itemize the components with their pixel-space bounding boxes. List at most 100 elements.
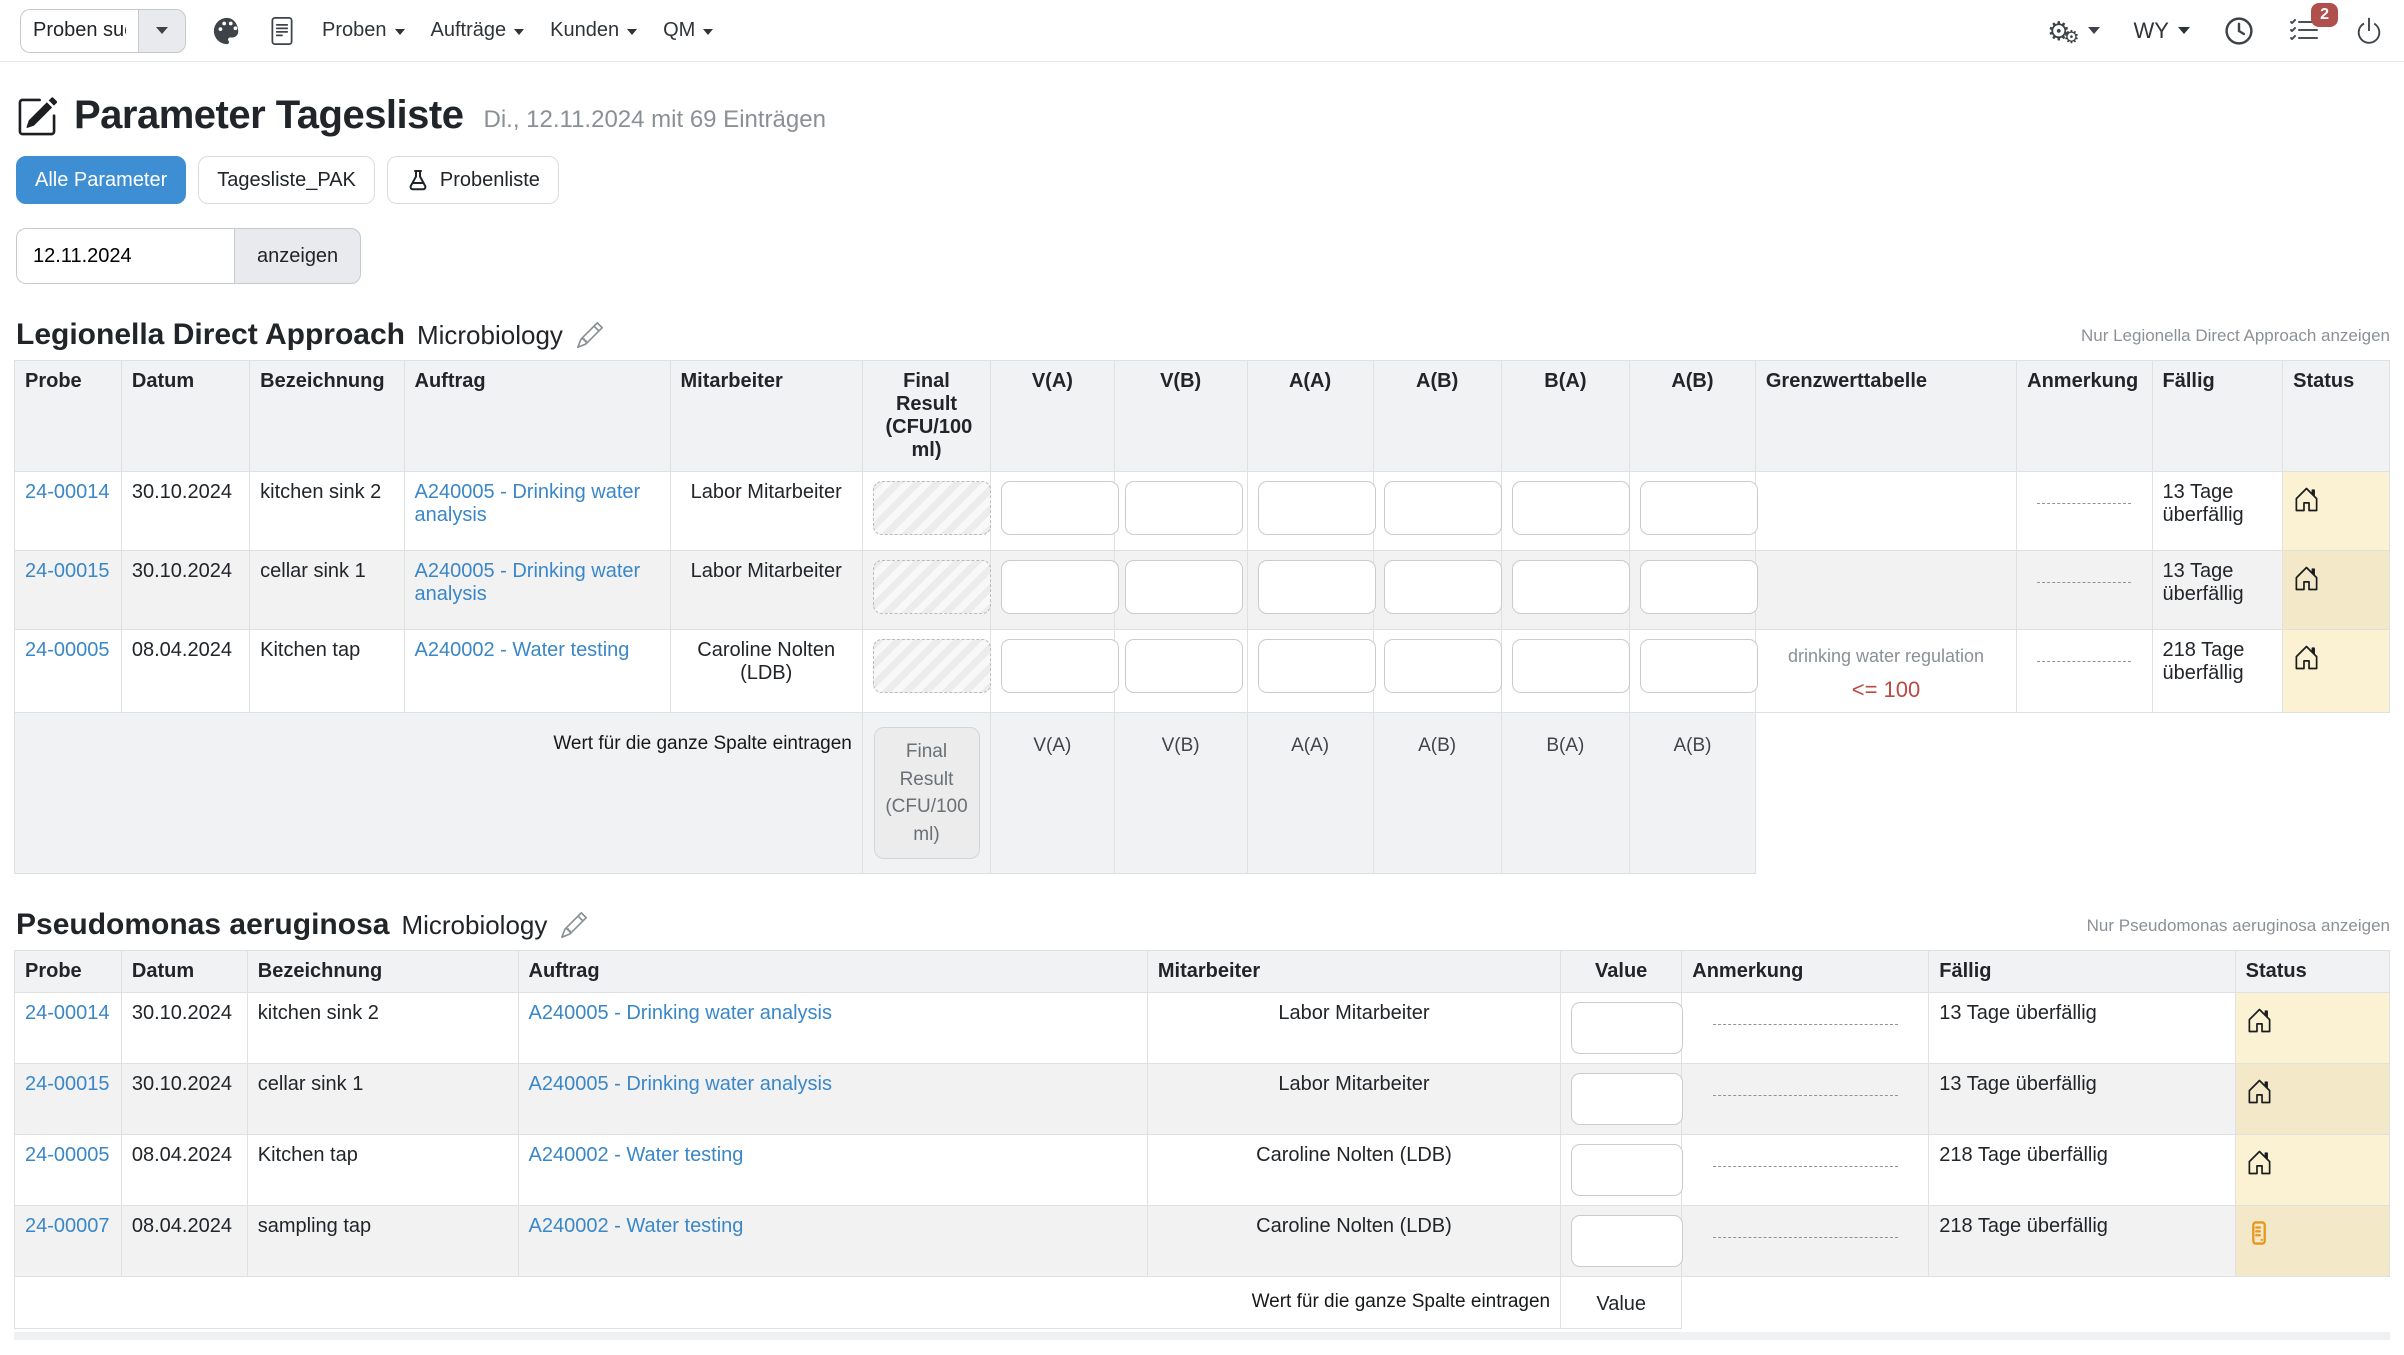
probe-link[interactable]: 24-00005 bbox=[25, 639, 110, 661]
anzeigen-button[interactable]: anzeigen bbox=[234, 228, 362, 284]
menu-qm[interactable]: QM bbox=[663, 19, 714, 42]
col-ab2: A(B) bbox=[1629, 360, 1756, 472]
filter-only-legionella-link[interactable]: Nur Legionella Direct Approach anzeigen bbox=[2080, 326, 2390, 345]
edit-title-icon[interactable] bbox=[16, 96, 58, 138]
anmerkung-field[interactable] bbox=[2037, 661, 2132, 662]
value-input[interactable] bbox=[1571, 1002, 1684, 1055]
anmerkung-field[interactable] bbox=[1712, 1024, 1898, 1026]
ba-input[interactable] bbox=[1511, 481, 1630, 535]
auftrag-link[interactable]: A240002 - Water testing bbox=[414, 639, 630, 661]
power-icon[interactable] bbox=[2354, 16, 2384, 46]
auftrag-link[interactable]: A240002 - Water testing bbox=[528, 1215, 744, 1238]
probe-link[interactable]: 24-00015 bbox=[25, 1073, 110, 1096]
ba-input[interactable] bbox=[1511, 560, 1630, 614]
menu-auftraege-label: Aufträge bbox=[430, 19, 507, 41]
ab-input[interactable] bbox=[1383, 481, 1502, 535]
value-input[interactable] bbox=[1571, 1073, 1684, 1126]
probe-link[interactable]: 24-00014 bbox=[25, 1002, 110, 1025]
status-cell[interactable] bbox=[2234, 992, 2391, 1065]
apply-ab-column-button[interactable]: A(B) bbox=[1418, 735, 1457, 756]
apply-va-column-button[interactable]: V(A) bbox=[1033, 735, 1072, 756]
tasks-checklist-icon[interactable]: 2 bbox=[2288, 2, 2338, 47]
auftrag-link[interactable]: A240005 - Drinking water analysis bbox=[414, 560, 641, 605]
faellig-cell: 218 Tage überfällig bbox=[1928, 1134, 2236, 1207]
palette-icon[interactable] bbox=[212, 16, 242, 46]
pencil-icon[interactable] bbox=[561, 912, 588, 939]
final-result-input-disabled bbox=[872, 560, 991, 614]
probe-link[interactable]: 24-00005 bbox=[25, 1144, 110, 1167]
value-input[interactable] bbox=[1571, 1215, 1684, 1268]
anmerkung-field[interactable] bbox=[1712, 1166, 1898, 1168]
probe-link[interactable]: 24-00015 bbox=[25, 560, 110, 582]
status-cell[interactable] bbox=[2234, 1134, 2391, 1207]
ab2-input[interactable] bbox=[1640, 639, 1758, 693]
apply-value-column-button[interactable]: Value bbox=[1560, 1276, 1683, 1330]
auftrag-link[interactable]: A240002 - Water testing bbox=[528, 1144, 744, 1167]
clock-icon[interactable] bbox=[2224, 16, 2254, 46]
anmerkung-field[interactable] bbox=[1712, 1095, 1898, 1097]
value-input[interactable] bbox=[1571, 1144, 1684, 1197]
tab-alle-parameter[interactable]: Alle Parameter bbox=[16, 156, 187, 204]
user-menu[interactable]: WY bbox=[2134, 18, 2190, 44]
status-cell[interactable] bbox=[2282, 629, 2390, 713]
gear-icon: ⚙ bbox=[2063, 26, 2080, 47]
caret-down-icon bbox=[514, 29, 525, 35]
tasks-badge: 2 bbox=[2311, 2, 2338, 28]
status-cell[interactable] bbox=[2234, 1063, 2391, 1136]
datum-cell: 08.04.2024 bbox=[120, 1205, 248, 1278]
parameter-name: Pseudomonas aeruginosa bbox=[16, 908, 390, 942]
ab2-input[interactable] bbox=[1640, 560, 1758, 614]
va-input[interactable] bbox=[1001, 560, 1120, 614]
apply-ba-column-button[interactable]: B(A) bbox=[1546, 735, 1585, 756]
va-input[interactable] bbox=[1001, 481, 1120, 535]
tab-tagesliste-pak[interactable]: Tagesliste_PAK bbox=[198, 156, 375, 204]
col-probe: Probe bbox=[14, 360, 122, 472]
apply-ab2-column-button[interactable]: A(B) bbox=[1673, 735, 1712, 756]
search-dropdown-button[interactable] bbox=[138, 8, 186, 53]
probe-link[interactable]: 24-00007 bbox=[25, 1215, 110, 1238]
vb-input[interactable] bbox=[1124, 639, 1243, 693]
apply-vb-column-button[interactable]: V(B) bbox=[1161, 735, 1200, 756]
pencil-icon[interactable] bbox=[576, 322, 603, 348]
ab2-input[interactable] bbox=[1640, 481, 1758, 535]
anmerkung-field[interactable] bbox=[1712, 1237, 1898, 1239]
filter-only-pseudomonas-link[interactable]: Nur Pseudomonas aeruginosa anzeigen bbox=[2086, 916, 2390, 936]
anmerkung-field[interactable] bbox=[2037, 582, 2132, 583]
faellig-cell: 13 Tage überfällig bbox=[2151, 471, 2284, 551]
probe-link[interactable]: 24-00014 bbox=[25, 481, 110, 503]
auftrag-link[interactable]: A240005 - Drinking water analysis bbox=[414, 481, 641, 526]
menu-kunden[interactable]: Kunden bbox=[550, 19, 638, 42]
aa-input[interactable] bbox=[1257, 560, 1376, 614]
col-aa: A(A) bbox=[1246, 360, 1374, 472]
vb-input[interactable] bbox=[1124, 560, 1243, 614]
auftrag-link[interactable]: A240005 - Drinking water analysis bbox=[528, 1073, 833, 1096]
vb-input[interactable] bbox=[1124, 481, 1243, 535]
apply-aa-column-button[interactable]: A(A) bbox=[1291, 735, 1330, 756]
auftrag-link[interactable]: A240005 - Drinking water analysis bbox=[528, 1002, 833, 1025]
aa-input[interactable] bbox=[1257, 639, 1376, 693]
ab-input[interactable] bbox=[1383, 639, 1502, 693]
home-icon bbox=[2246, 1149, 2379, 1176]
tab-probenliste[interactable]: Probenliste bbox=[386, 156, 559, 204]
apply-final-result-column-button[interactable]: Final Result (CFU/100 ml) bbox=[873, 727, 980, 860]
faellig-cell: 218 Tage überfällig bbox=[1928, 1205, 2236, 1278]
aa-input[interactable] bbox=[1257, 481, 1376, 535]
status-cell[interactable] bbox=[2234, 1205, 2391, 1278]
status-cell[interactable] bbox=[2282, 550, 2390, 630]
ba-input[interactable] bbox=[1511, 639, 1630, 693]
col-faellig: Fällig bbox=[2151, 360, 2284, 472]
sample-search-input[interactable] bbox=[20, 8, 138, 53]
faellig-cell: 13 Tage überfällig bbox=[1928, 992, 2236, 1065]
settings-menu[interactable]: ⚙ ⚙ bbox=[2047, 16, 2100, 47]
menu-proben[interactable]: Proben bbox=[322, 19, 405, 42]
va-input[interactable] bbox=[1001, 639, 1120, 693]
col-va: V(A) bbox=[990, 360, 1115, 472]
date-input[interactable] bbox=[16, 228, 234, 284]
document-icon[interactable] bbox=[268, 16, 296, 45]
status-cell[interactable] bbox=[2282, 471, 2390, 551]
menu-auftraege[interactable]: Aufträge bbox=[431, 19, 525, 42]
anmerkung-field[interactable] bbox=[2037, 503, 2132, 504]
ab-input[interactable] bbox=[1383, 560, 1502, 614]
col-datum: Datum bbox=[120, 950, 248, 994]
table-row: 24-00007 08.04.2024 sampling tap A240002… bbox=[14, 1205, 2391, 1278]
